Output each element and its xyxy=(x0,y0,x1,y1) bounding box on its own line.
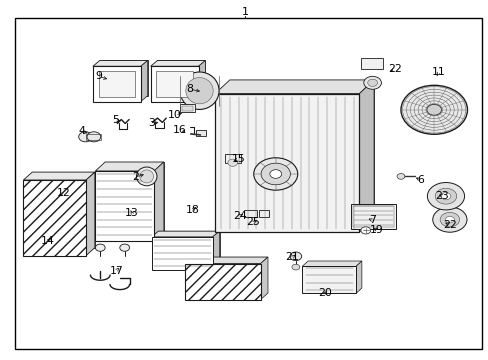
Polygon shape xyxy=(355,261,361,293)
Circle shape xyxy=(79,132,92,142)
Bar xyxy=(184,264,260,300)
Bar xyxy=(243,210,257,217)
Text: 2: 2 xyxy=(132,172,139,182)
Circle shape xyxy=(289,252,301,261)
Text: 23: 23 xyxy=(435,191,448,201)
Circle shape xyxy=(427,183,464,210)
Ellipse shape xyxy=(185,78,213,104)
Polygon shape xyxy=(100,60,147,96)
Bar xyxy=(352,206,393,227)
Text: 15: 15 xyxy=(231,154,245,164)
Text: 24: 24 xyxy=(232,211,246,221)
Bar xyxy=(93,66,141,102)
Text: 12: 12 xyxy=(57,188,70,198)
Circle shape xyxy=(120,244,129,251)
Circle shape xyxy=(253,158,297,190)
Text: 6: 6 xyxy=(416,175,423,185)
Circle shape xyxy=(269,170,281,178)
Circle shape xyxy=(432,207,466,232)
Polygon shape xyxy=(212,231,219,270)
Bar xyxy=(23,180,86,256)
Polygon shape xyxy=(184,257,267,264)
Circle shape xyxy=(87,132,101,142)
Bar xyxy=(350,204,395,229)
Ellipse shape xyxy=(180,72,219,109)
Text: 21: 21 xyxy=(285,252,299,262)
Circle shape xyxy=(367,79,377,86)
Bar xyxy=(302,266,355,293)
Polygon shape xyxy=(359,80,373,232)
Circle shape xyxy=(291,264,299,270)
Text: 18: 18 xyxy=(186,204,200,215)
Circle shape xyxy=(440,193,450,200)
Circle shape xyxy=(445,216,453,223)
Polygon shape xyxy=(302,261,361,266)
Ellipse shape xyxy=(136,167,157,186)
Circle shape xyxy=(434,188,456,204)
Polygon shape xyxy=(215,80,373,94)
Text: 20: 20 xyxy=(318,288,331,298)
Circle shape xyxy=(261,163,290,185)
Bar xyxy=(85,134,101,140)
Text: 7: 7 xyxy=(368,215,375,225)
Polygon shape xyxy=(141,60,147,102)
Polygon shape xyxy=(198,60,205,102)
Text: 14: 14 xyxy=(41,236,55,246)
Polygon shape xyxy=(93,60,147,66)
Text: 22: 22 xyxy=(442,220,456,230)
Text: 9: 9 xyxy=(95,71,102,81)
Circle shape xyxy=(439,212,459,227)
Bar xyxy=(215,94,359,232)
Text: 3: 3 xyxy=(148,118,155,128)
Text: 16: 16 xyxy=(173,125,186,135)
Text: 19: 19 xyxy=(369,225,383,235)
Circle shape xyxy=(400,85,467,134)
Polygon shape xyxy=(158,231,219,264)
Polygon shape xyxy=(23,172,95,180)
Circle shape xyxy=(396,174,404,179)
Polygon shape xyxy=(150,60,205,66)
Bar xyxy=(195,130,206,136)
Text: 5: 5 xyxy=(112,114,119,125)
Circle shape xyxy=(360,227,370,234)
Text: 1: 1 xyxy=(242,6,248,17)
Polygon shape xyxy=(229,80,373,219)
Bar xyxy=(360,58,382,69)
Bar xyxy=(182,106,192,111)
Polygon shape xyxy=(105,162,163,232)
Polygon shape xyxy=(32,172,95,248)
Text: 11: 11 xyxy=(431,67,445,77)
Text: 4: 4 xyxy=(79,126,85,136)
Circle shape xyxy=(363,76,381,89)
Ellipse shape xyxy=(140,170,153,183)
Bar xyxy=(180,104,194,112)
Bar xyxy=(151,237,212,270)
Text: 25: 25 xyxy=(246,217,260,228)
Bar xyxy=(224,154,240,163)
Polygon shape xyxy=(260,257,267,300)
Circle shape xyxy=(227,159,237,166)
Circle shape xyxy=(426,104,441,115)
Text: 17: 17 xyxy=(109,266,123,276)
Text: 10: 10 xyxy=(168,110,182,120)
Polygon shape xyxy=(154,162,163,241)
Polygon shape xyxy=(157,60,205,96)
Circle shape xyxy=(95,244,105,251)
Bar xyxy=(156,71,192,97)
Polygon shape xyxy=(151,231,219,237)
Polygon shape xyxy=(86,172,95,256)
Polygon shape xyxy=(95,162,163,171)
Text: 8: 8 xyxy=(186,84,193,94)
Bar xyxy=(99,71,135,97)
Text: 13: 13 xyxy=(125,208,139,218)
Bar xyxy=(95,171,154,241)
Bar xyxy=(150,66,198,102)
Text: 22: 22 xyxy=(387,64,401,74)
Bar xyxy=(259,210,268,217)
